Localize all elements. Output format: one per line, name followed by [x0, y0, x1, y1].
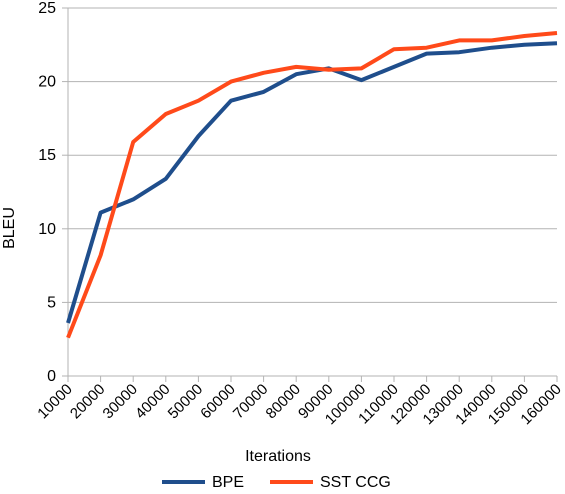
y-axis-ticks: 0 5 10 15 20 25 — [38, 0, 68, 385]
x-tick-label: 40000 — [132, 381, 174, 423]
y-tick-label: 10 — [38, 221, 56, 238]
y-tick-label: 15 — [38, 147, 56, 164]
x-tick-label: 60000 — [197, 381, 239, 423]
series-lines — [66, 31, 558, 339]
legend-label: BPE — [212, 474, 244, 491]
x-axis-title: Iterations — [245, 448, 311, 465]
y-tick-label: 5 — [47, 294, 56, 311]
x-tick-label: 80000 — [263, 381, 305, 423]
x-tick-label: 30000 — [100, 381, 142, 423]
x-tick-label: 70000 — [230, 381, 272, 423]
x-axis: 1000020000300004000050000600007000080000… — [34, 8, 565, 428]
series-line-sst-ccg — [66, 31, 558, 339]
x-tick-label: 50000 — [165, 381, 207, 423]
legend: BPE SST CCG — [162, 474, 391, 491]
legend-label: SST CCG — [320, 474, 391, 491]
gridlines — [68, 7, 557, 377]
y-axis-title: BLEU — [1, 207, 18, 249]
series-line-bpe — [66, 41, 558, 324]
y-tick-label: 25 — [38, 0, 56, 17]
x-tick-label: 20000 — [67, 381, 109, 423]
y-tick-label: 20 — [38, 74, 56, 91]
x-tick-label: 10000 — [34, 381, 76, 423]
y-tick-label: 0 — [47, 368, 56, 385]
